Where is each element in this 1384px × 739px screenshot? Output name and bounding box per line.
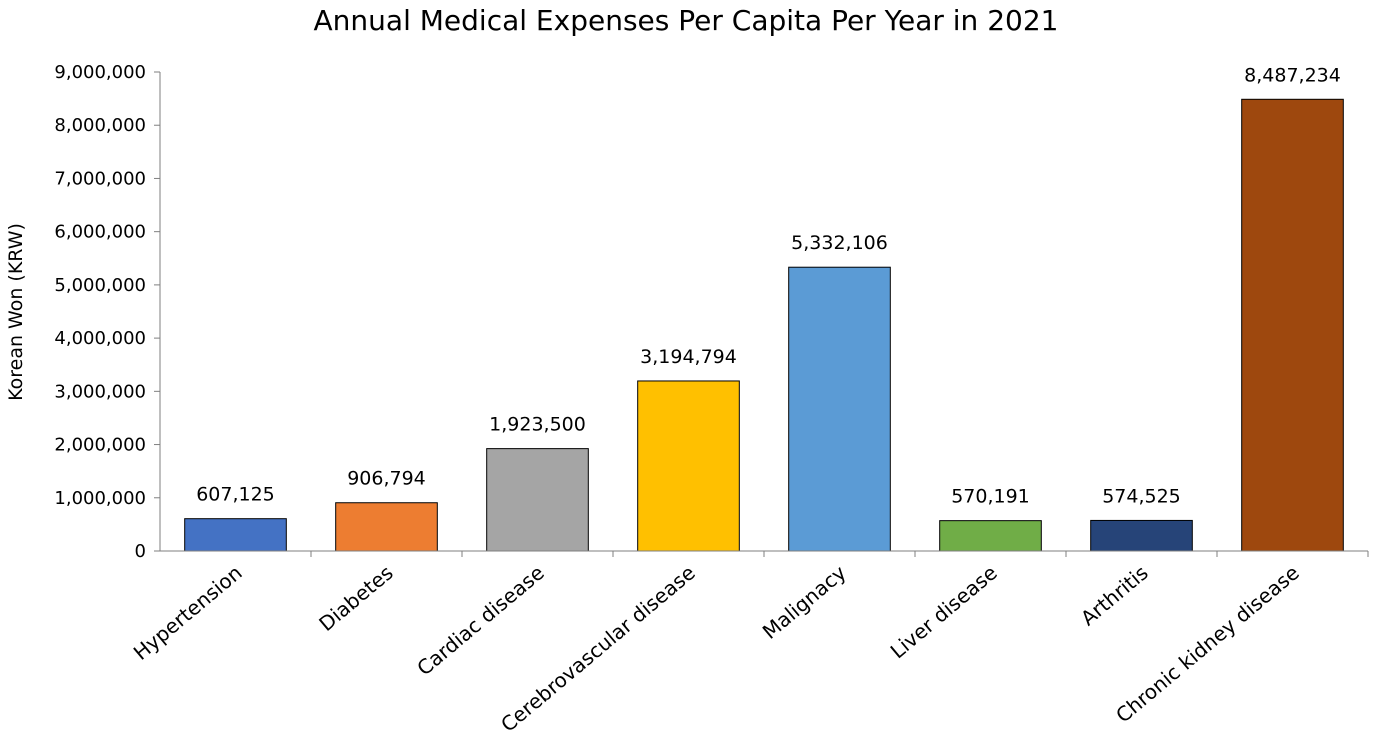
bars — [184, 98, 1344, 552]
bar — [939, 520, 1042, 552]
bar — [1090, 519, 1193, 552]
data-label: 1,923,500 — [489, 414, 586, 436]
y-tick-label: 1,000,000 — [54, 488, 146, 509]
x-tick-label: Liver disease — [886, 560, 1002, 663]
x-tick-label: Diabetes — [314, 560, 397, 635]
data-label: 906,794 — [347, 468, 426, 490]
x-axis: Hypertension Diabetes Cardiac diseaseCereb… — [129, 550, 1369, 737]
y-axis: 0 1,000,000 2,000,000 3,000,000 4,000,000 5,0… — [54, 62, 161, 562]
data-label: 574,525 — [1102, 485, 1181, 507]
bar — [184, 518, 287, 552]
y-tick-label: 9,000,000 — [54, 62, 146, 83]
x-tick-label: Cardiac disease — [412, 560, 548, 680]
x-tick-label: Hypertension — [129, 560, 247, 664]
data-label: 5,332,106 — [791, 232, 888, 254]
bar — [1241, 98, 1344, 552]
bar — [335, 502, 438, 552]
y-tick-label: 2,000,000 — [54, 435, 146, 456]
data-label: 570,191 — [951, 486, 1030, 508]
data-label: 8,487,234 — [1244, 64, 1341, 86]
y-tick-label: 8,000,000 — [54, 115, 146, 136]
bar — [788, 266, 891, 552]
x-tick-label: Arthritis — [1076, 560, 1153, 630]
bar — [486, 448, 589, 552]
y-tick-label: 5,000,000 — [54, 275, 146, 296]
y-tick-label: 7,000,000 — [54, 168, 146, 189]
bar — [637, 380, 740, 552]
chart-title: Annual Medical Expenses Per Capita Per Y… — [314, 4, 1059, 37]
y-tick-label: 6,000,000 — [54, 222, 146, 243]
data-label: 3,194,794 — [640, 346, 737, 368]
data-label: 607,125 — [196, 484, 275, 506]
y-tick-label: 0 — [135, 541, 146, 562]
y-axis-title: Korean Won (KRW) — [5, 223, 27, 401]
y-tick-label: 3,000,000 — [54, 381, 146, 402]
y-tick-label: 4,000,000 — [54, 328, 146, 349]
data-labels: 607,125 906,794 1,923,500 3,194,794 5,332,10… — [196, 64, 1341, 507]
x-tick-label: Malignacy — [758, 560, 851, 643]
